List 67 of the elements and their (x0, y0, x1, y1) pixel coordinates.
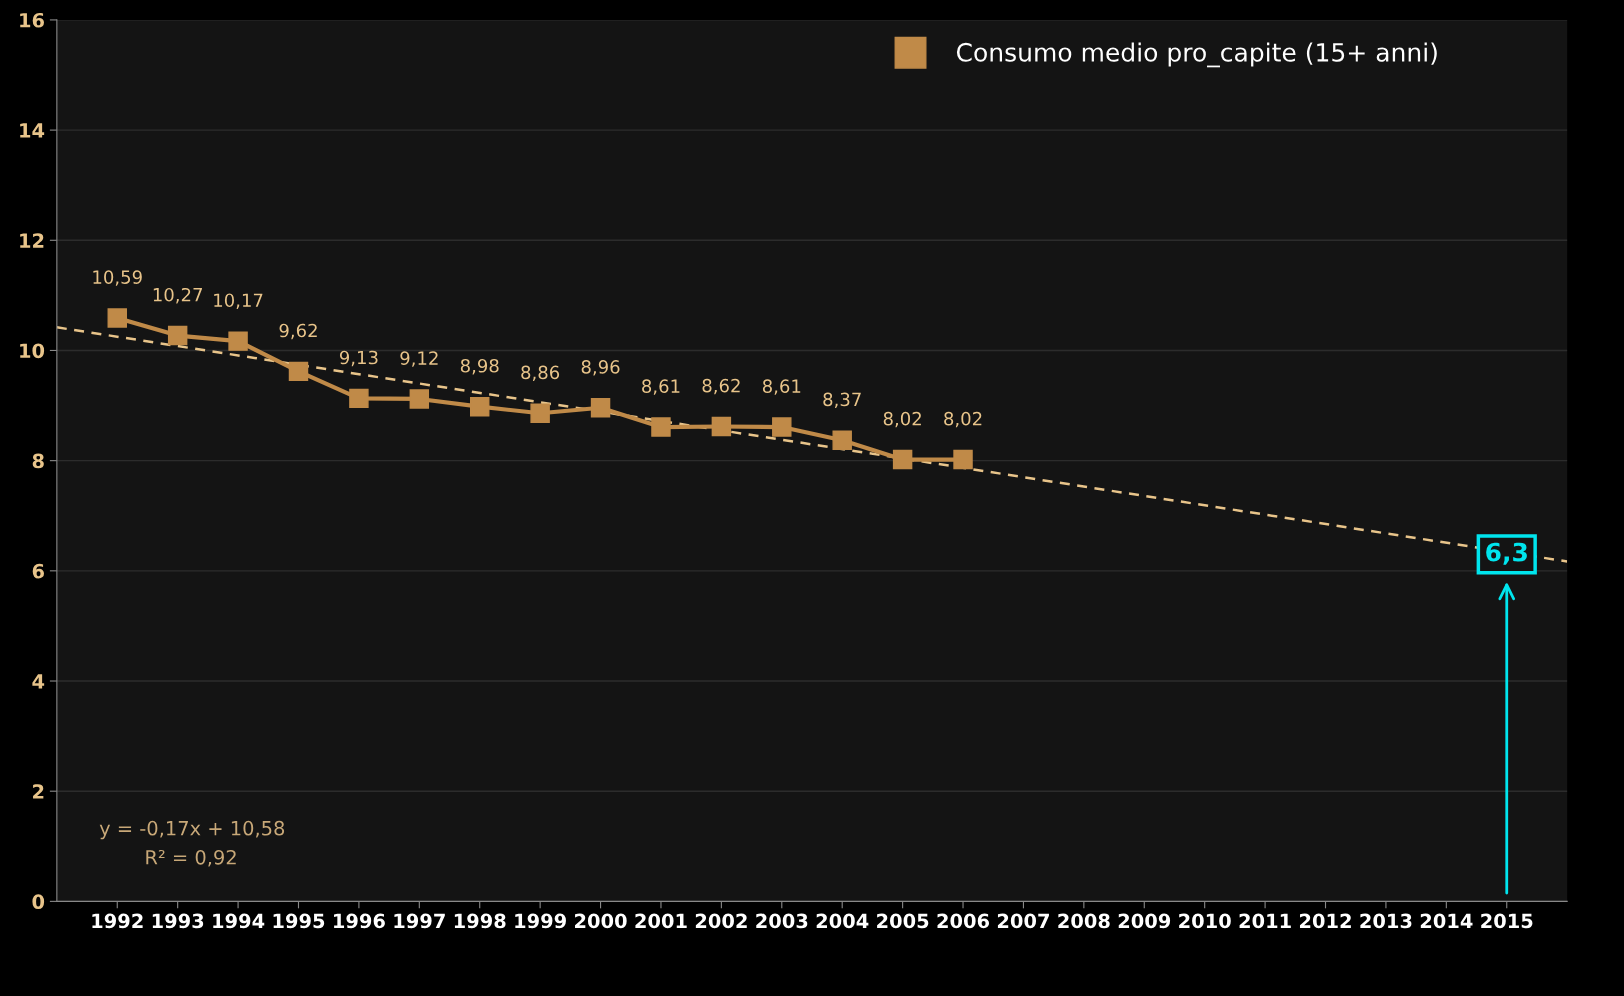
point (470, 396, 490, 417)
point (228, 331, 248, 351)
x-tick-label: 2010 (1179, 913, 1231, 929)
x-tick-label: 2002 (695, 913, 747, 929)
y-tick-label: 14 (20, 123, 45, 138)
x-tick-label: 2014 (1420, 913, 1473, 929)
point (167, 325, 188, 346)
data-label: 10,17 (214, 293, 263, 309)
data-label: 8,61 (762, 379, 801, 395)
point (832, 430, 852, 450)
data-label: 8,02 (944, 411, 982, 428)
point (892, 449, 913, 470)
y-tick-label: 0 (32, 894, 45, 910)
x-tick-label: 2012 (1299, 913, 1351, 929)
annotation: R² = 0,92 (146, 849, 236, 867)
point (953, 449, 973, 470)
y-tick-label: 10 (20, 343, 45, 359)
data-label: 8,02 (883, 411, 921, 428)
x-tick-label: 1995 (273, 913, 325, 929)
point (288, 361, 309, 382)
x-tick-label: 2004 (816, 913, 869, 929)
point (530, 403, 550, 423)
x-tick-label: 1992 (92, 913, 143, 929)
point (772, 417, 792, 437)
data-label: 9,13 (339, 350, 378, 367)
x-tick-label: 1999 (515, 913, 566, 929)
point (409, 389, 430, 409)
x-tick-label: 2005 (877, 913, 929, 929)
x-tick-label: 1997 (394, 913, 445, 929)
x-tick-label: 1996 (334, 913, 385, 929)
x-tick-label: 2007 (997, 913, 1049, 929)
annotation: y = -0,17x + 10,58 (99, 820, 285, 840)
y-tick-label: 8 (32, 453, 44, 469)
x-tick-label: 2009 (1118, 913, 1171, 929)
data-label: 10,59 (93, 270, 142, 286)
data-label: 8,61 (642, 379, 680, 395)
data-label: 8,98 (460, 358, 499, 375)
x-tick-label: 1994 (213, 913, 265, 929)
data-label: 9,12 (400, 351, 438, 367)
y-tick-label: 2 (33, 784, 44, 799)
y-tick-label: 16 (20, 12, 44, 28)
y-tick-label: 4 (32, 674, 45, 689)
point (711, 416, 732, 437)
y-tick-label: 12 (20, 233, 44, 248)
x-tick-label: 2000 (575, 913, 627, 929)
data-label: 8,37 (823, 392, 861, 409)
x-tick-label: 2013 (1360, 913, 1412, 929)
point (651, 417, 671, 437)
y-tick-label: 6 (32, 563, 44, 579)
x-tick-label: 2008 (1058, 913, 1110, 929)
x-tick-label: 2001 (635, 913, 687, 929)
point (590, 398, 611, 418)
legend-label: Consumo medio pro_capite (15+ anni) (956, 42, 1437, 68)
x-tick-label: 2015 (1481, 913, 1533, 929)
data-label: 8,86 (521, 365, 560, 382)
data-label: 8,62 (702, 378, 740, 395)
x-tick-label: 2006 (937, 913, 990, 929)
x-tick-label: 1993 (152, 913, 204, 929)
data-label: 9,62 (279, 323, 317, 340)
data-label: 10,27 (153, 287, 202, 304)
data-label: 8,96 (581, 360, 620, 376)
point (349, 388, 369, 409)
x-tick-label: 2011 (1239, 913, 1291, 929)
x-tick-label: 2003 (756, 913, 808, 929)
point (107, 308, 127, 328)
annotation: 6,3 (1486, 542, 1527, 565)
x-tick-label: 1998 (454, 913, 506, 929)
